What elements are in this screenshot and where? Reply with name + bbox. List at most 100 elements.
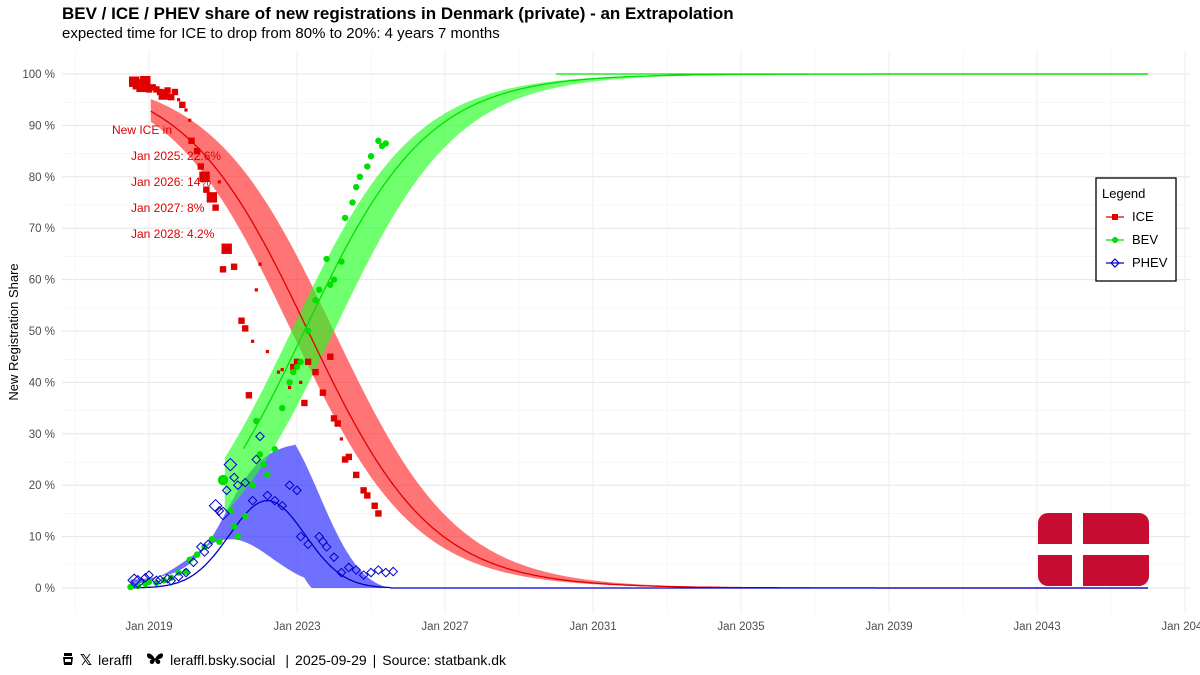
x-axis: Jan 2019 Jan 2023 Jan 2027 Jan 2031 Jan 2035… xyxy=(125,621,1200,633)
bev-point xyxy=(338,258,345,265)
ice-point xyxy=(199,171,210,182)
chart-title: BEV / ICE / PHEV share of new registrati… xyxy=(62,4,734,23)
bev-point xyxy=(286,379,293,386)
phev-point xyxy=(380,567,391,578)
ice-point xyxy=(245,392,253,399)
phev-point xyxy=(303,539,314,550)
phev-point xyxy=(151,575,162,586)
x-tick-label: Jan 2039 xyxy=(865,621,912,633)
x-tick-label: Jan 2019 xyxy=(125,621,172,633)
phev-point xyxy=(277,500,288,511)
phev-point xyxy=(295,531,306,542)
ice-point xyxy=(188,137,195,145)
phev-point xyxy=(229,472,240,483)
bev-fit-line xyxy=(242,73,1148,450)
ice-point xyxy=(345,453,352,461)
denmark-flag-icon xyxy=(1038,513,1149,586)
phev-point xyxy=(262,490,273,501)
x-logo-icon: 𝕏 xyxy=(80,652,93,669)
annotation-line: Jan 2025: 22.6% xyxy=(131,149,221,163)
phev-point xyxy=(188,557,199,568)
y-tick-label: 40 % xyxy=(29,377,55,389)
y-axis: 0 % 10 % 20 % 30 % 40 % 50 % 60 % 70 % 80 % 90 % 1… xyxy=(22,69,55,595)
bev-point xyxy=(234,533,241,540)
y-tick-label: 30 % xyxy=(29,429,55,441)
ice-point xyxy=(230,263,238,270)
ice-band xyxy=(150,99,1149,588)
phev-point xyxy=(216,506,230,521)
ice-point xyxy=(238,317,245,324)
legend-entry-phev: PHEV xyxy=(1106,255,1168,270)
annotation-line: Jan 2028: 4.2% xyxy=(131,227,215,241)
footer-source: Source: statbank.dk xyxy=(382,652,507,668)
phev-band xyxy=(130,444,390,588)
phev-point xyxy=(155,574,166,585)
footer: 𝕏 leraffl leraffl.bsky.social | 2025-09-… xyxy=(62,651,506,669)
ice-point xyxy=(360,487,367,494)
bev-point xyxy=(316,286,323,294)
x-tick-label: Jan 2031 xyxy=(569,621,616,633)
phev-point xyxy=(366,567,376,578)
bev-point xyxy=(323,255,330,263)
annotation-line: Jan 2026: 14% xyxy=(131,175,211,189)
ice-point xyxy=(203,186,210,193)
bev-point xyxy=(216,538,223,545)
phev-point xyxy=(173,571,184,582)
ice-point xyxy=(158,89,169,100)
ice-point xyxy=(341,456,349,463)
phev-point xyxy=(166,575,177,586)
bev-point xyxy=(186,556,193,563)
x-tick-label: Jan 2047 xyxy=(1161,621,1200,633)
bev-point xyxy=(327,281,334,288)
bev-point xyxy=(193,551,201,558)
ice-point xyxy=(353,471,360,479)
ice-point xyxy=(184,108,188,112)
ice-point xyxy=(327,353,334,360)
bev-point xyxy=(349,199,356,206)
bev-point xyxy=(375,137,382,145)
phev-point xyxy=(329,552,339,563)
legend-label: BEV xyxy=(1132,232,1158,247)
ice-forecast-annotations: New ICE in Jan 2025: 22.6% Jan 2026: 14%… xyxy=(112,123,221,241)
ice-point xyxy=(188,118,192,122)
ice-point xyxy=(164,87,171,94)
x-tick-label: Jan 2043 xyxy=(1013,621,1060,633)
bev-point xyxy=(330,276,338,283)
bev-point xyxy=(304,327,312,335)
ice-point xyxy=(299,380,303,384)
y-tick-label: 80 % xyxy=(29,172,55,184)
ice-point xyxy=(168,93,175,101)
y-tick-label: 90 % xyxy=(29,120,55,132)
ice-point xyxy=(197,163,204,170)
ice-point xyxy=(153,86,160,93)
ice-point xyxy=(280,367,284,372)
y-tick-label: 60 % xyxy=(29,275,55,287)
phev-point xyxy=(351,565,362,575)
bev-point xyxy=(242,512,249,520)
bev-point xyxy=(353,183,360,191)
footer-separator: | xyxy=(372,652,377,668)
ice-point xyxy=(319,389,327,396)
bev-point xyxy=(249,482,256,489)
ice-point xyxy=(221,243,232,254)
diamond-marker-icon xyxy=(1110,258,1120,268)
phev-point xyxy=(336,567,347,578)
x-tick-label: Jan 2027 xyxy=(421,621,468,633)
phev-point xyxy=(358,570,369,581)
annotation-header: New ICE in xyxy=(112,123,172,137)
phev-point xyxy=(203,539,214,550)
ice-point xyxy=(136,81,147,93)
bev-point xyxy=(230,523,238,530)
bev-point xyxy=(290,368,297,376)
footer-date: 2025-09-29 xyxy=(295,652,367,668)
phev-point xyxy=(269,495,280,506)
bev-point xyxy=(367,153,375,160)
ice-point xyxy=(304,358,312,366)
phev-point xyxy=(232,480,243,491)
bev-point xyxy=(271,446,278,453)
ice-point xyxy=(177,98,181,102)
legend-label: ICE xyxy=(1132,209,1154,224)
phev-point xyxy=(388,566,399,577)
x-handle: leraffl xyxy=(98,652,133,668)
phev-point xyxy=(199,547,210,557)
